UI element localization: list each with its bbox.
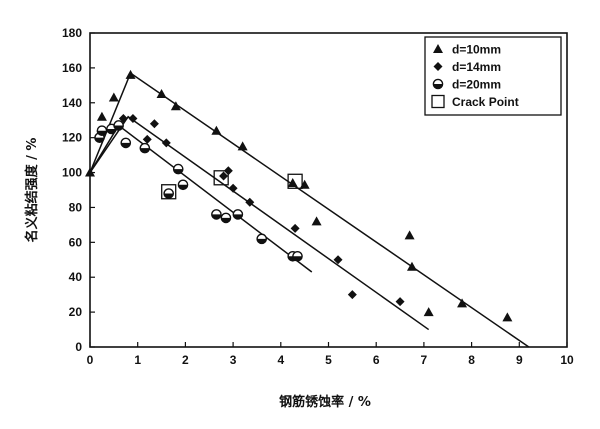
circle-point-fill bbox=[233, 214, 243, 220]
diamond-point bbox=[245, 197, 255, 207]
x-tick-label: 7 bbox=[421, 353, 428, 367]
y-tick-label: 40 bbox=[69, 270, 83, 284]
y-tick-label: 120 bbox=[62, 131, 82, 145]
diamond-point bbox=[433, 62, 443, 71]
circle-point bbox=[432, 78, 444, 90]
triangle-point bbox=[108, 92, 119, 102]
circle-point bbox=[120, 137, 132, 149]
triangle-point bbox=[423, 307, 434, 317]
diamond-point bbox=[395, 297, 405, 307]
circle-point-fill bbox=[106, 128, 117, 134]
triangle-point bbox=[406, 261, 417, 271]
legend-label: Crack Point bbox=[452, 95, 519, 109]
x-tick-label: 2 bbox=[182, 353, 189, 367]
triangle-point bbox=[299, 179, 310, 189]
circle-point-fill bbox=[178, 184, 188, 190]
diamond-point bbox=[128, 113, 138, 123]
circle-point bbox=[292, 250, 303, 262]
diamond-point bbox=[149, 119, 159, 129]
x-tick-label: 9 bbox=[516, 353, 523, 367]
circle-point bbox=[163, 188, 175, 199]
triangle-point bbox=[237, 141, 248, 151]
triangle-point bbox=[311, 216, 322, 226]
y-tick-label: 60 bbox=[69, 235, 83, 249]
circle-point bbox=[139, 142, 151, 154]
circle-point bbox=[211, 209, 222, 220]
circle-point-fill bbox=[292, 256, 303, 261]
legend-label: d=14mm bbox=[452, 60, 501, 74]
y-tick-label: 160 bbox=[62, 61, 82, 75]
x-tick-label: 10 bbox=[560, 353, 574, 367]
legend-box bbox=[424, 36, 562, 116]
fit-line bbox=[89, 115, 430, 331]
diamond-point bbox=[118, 113, 128, 123]
circle-point-fill bbox=[97, 130, 107, 136]
circle-point-fill bbox=[114, 125, 124, 131]
legend: d=10mm d=14mm d=20mm Crack Point bbox=[424, 36, 562, 116]
circle-point-fill bbox=[94, 137, 105, 143]
circle-point bbox=[113, 120, 124, 131]
triangle-point bbox=[211, 125, 222, 135]
circle-point-fill bbox=[211, 214, 222, 220]
y-axis-title: 名义粘结强度 / % bbox=[24, 138, 40, 243]
y-tick-label: 100 bbox=[62, 166, 82, 180]
y-axis: 0 20 40 60 80 100 120 140 160 180 bbox=[62, 26, 95, 354]
legend-label: d=20mm bbox=[452, 78, 501, 92]
circle-point-fill bbox=[257, 238, 267, 244]
circle-point bbox=[220, 212, 232, 224]
diamond-point bbox=[347, 290, 357, 300]
triangle-point bbox=[287, 178, 298, 188]
triangle-point bbox=[404, 230, 415, 240]
data-points bbox=[85, 69, 513, 322]
diamond-point bbox=[219, 171, 229, 181]
diamond-point bbox=[161, 138, 171, 148]
triangle-point bbox=[170, 101, 181, 111]
crack-point bbox=[287, 173, 303, 189]
x-tick-label: 3 bbox=[230, 353, 237, 367]
x-axis: 0 1 2 3 4 5 6 7 8 9 10 bbox=[87, 342, 574, 367]
circle-point-fill bbox=[140, 148, 150, 153]
triangle-point bbox=[96, 111, 107, 121]
y-tick-label: 20 bbox=[69, 305, 83, 319]
circle-point bbox=[177, 179, 189, 191]
diamond-point bbox=[228, 183, 238, 193]
circle-point-fill bbox=[221, 217, 231, 223]
triangle-point bbox=[502, 312, 513, 322]
circle-point-fill bbox=[164, 193, 174, 199]
triangle-point bbox=[156, 89, 167, 99]
circle-point bbox=[232, 209, 244, 220]
x-tick-label: 0 bbox=[87, 353, 94, 367]
triangle-point bbox=[125, 69, 136, 79]
y-tick-label: 180 bbox=[62, 26, 82, 40]
y-tick-label: 80 bbox=[69, 200, 83, 214]
triangle-point bbox=[433, 44, 443, 53]
crack-point-markers bbox=[161, 170, 303, 200]
diamond-point bbox=[142, 134, 152, 144]
circle-point bbox=[256, 233, 268, 245]
x-tick-label: 1 bbox=[134, 353, 141, 367]
diamond-point bbox=[333, 255, 343, 265]
x-tick-label: 5 bbox=[325, 353, 332, 367]
circle-point-fill bbox=[433, 84, 443, 89]
circle-point bbox=[96, 125, 108, 136]
circle-point bbox=[172, 163, 184, 175]
x-tick-label: 8 bbox=[468, 353, 475, 367]
crack-point bbox=[161, 184, 177, 200]
circle-point-fill bbox=[121, 142, 131, 148]
x-axis-title: 钢筋锈蚀率 / % bbox=[279, 394, 371, 410]
x-tick-label: 6 bbox=[373, 353, 380, 367]
x-tick-label: 4 bbox=[277, 353, 284, 367]
legend-label: d=10mm bbox=[452, 43, 501, 57]
triangle-point bbox=[457, 298, 468, 308]
y-tick-label: 0 bbox=[75, 340, 82, 354]
crack-point bbox=[213, 170, 229, 186]
circle-point-fill bbox=[173, 169, 183, 174]
diamond-point bbox=[290, 223, 300, 233]
legend-marker bbox=[431, 94, 445, 109]
y-tick-label: 140 bbox=[62, 96, 82, 110]
